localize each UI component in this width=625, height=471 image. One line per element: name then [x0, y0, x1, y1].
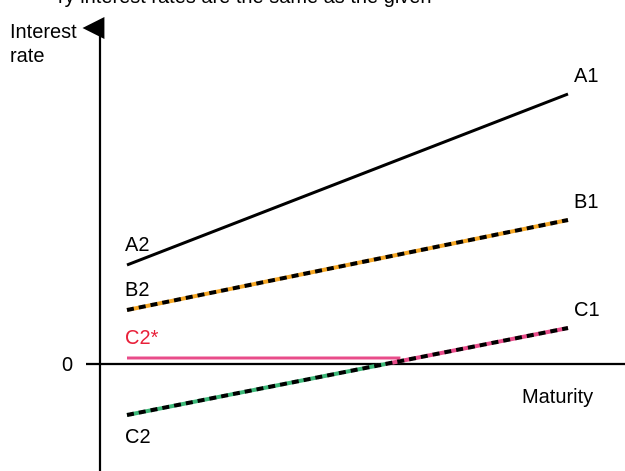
y-axis-label-line2: rate: [10, 45, 44, 67]
x-axis-label: Maturity: [522, 386, 593, 408]
series-a-start-label: A2: [125, 234, 149, 256]
zero-tick-label: 0: [62, 354, 73, 376]
series-c-upper-dash: [385, 326, 569, 366]
series-b-end-label: B1: [574, 191, 598, 213]
series-c-end-label: C1: [574, 299, 600, 321]
series-c-lower-dash: [126, 362, 386, 417]
series-a-line: [126, 92, 569, 267]
series-c-start-label: C2: [125, 426, 151, 448]
series-a-end-label: A1: [574, 65, 598, 87]
series-c-star-start-label: C2*: [125, 327, 159, 349]
series-b-dash: [126, 218, 569, 312]
top-caption-fragment: ry interest rates are the same as the gi…: [0, 0, 625, 8]
y-axis-label-line1: Interest: [10, 21, 77, 43]
label-layer: A2 A1 B2 B1 C2 C1 C2*: [125, 65, 600, 448]
series-layer: [126, 92, 569, 417]
series-b-start-label: B2: [125, 279, 149, 301]
